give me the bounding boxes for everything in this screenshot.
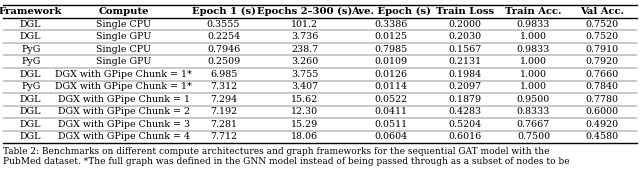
- Text: 0.0604: 0.0604: [374, 132, 407, 141]
- Text: 0.4283: 0.4283: [448, 107, 481, 116]
- Text: 238.7: 238.7: [291, 45, 318, 54]
- Text: 0.0125: 0.0125: [374, 32, 407, 41]
- Text: 0.2030: 0.2030: [448, 32, 481, 41]
- Text: 7.712: 7.712: [210, 132, 237, 141]
- Text: 0.0114: 0.0114: [374, 82, 407, 91]
- Text: Epoch 1 (s): Epoch 1 (s): [191, 7, 255, 16]
- Text: Val Acc.: Val Acc.: [580, 7, 625, 16]
- Text: DGX with GPipe Chunk = 2: DGX with GPipe Chunk = 2: [58, 107, 189, 116]
- Text: 0.1567: 0.1567: [448, 45, 481, 54]
- Text: 0.4580: 0.4580: [586, 132, 619, 141]
- Text: 0.7946: 0.7946: [207, 45, 240, 54]
- Text: Compute: Compute: [99, 7, 149, 16]
- Text: Single CPU: Single CPU: [96, 20, 151, 29]
- Text: 1.000: 1.000: [520, 57, 547, 66]
- Text: DGX with GPipe Chunk = 3: DGX with GPipe Chunk = 3: [58, 120, 190, 129]
- Text: 3.736: 3.736: [291, 32, 318, 41]
- Text: 0.0109: 0.0109: [374, 57, 407, 66]
- Text: 0.6000: 0.6000: [586, 107, 619, 116]
- Text: 0.7910: 0.7910: [586, 45, 619, 54]
- Text: DGL: DGL: [20, 20, 42, 29]
- Text: 0.2131: 0.2131: [448, 57, 481, 66]
- Text: Single GPU: Single GPU: [96, 57, 152, 66]
- Text: Ave. Epoch (s): Ave. Epoch (s): [351, 7, 431, 16]
- Text: Train Loss: Train Loss: [436, 7, 493, 16]
- Text: 3.260: 3.260: [291, 57, 318, 66]
- Text: PyG: PyG: [21, 45, 40, 54]
- Text: 15.29: 15.29: [291, 120, 318, 129]
- Text: 7.281: 7.281: [210, 120, 237, 129]
- Text: 0.6016: 0.6016: [448, 132, 481, 141]
- Text: 0.3555: 0.3555: [207, 20, 241, 29]
- Text: Single CPU: Single CPU: [96, 45, 151, 54]
- Text: 0.0126: 0.0126: [374, 70, 407, 79]
- Text: 0.7840: 0.7840: [586, 82, 619, 91]
- Text: 0.7985: 0.7985: [374, 45, 407, 54]
- Text: Framework: Framework: [0, 7, 63, 16]
- Text: 0.7780: 0.7780: [586, 95, 619, 104]
- Text: DGL: DGL: [20, 32, 42, 41]
- Text: DGX with GPipe Chunk = 4: DGX with GPipe Chunk = 4: [58, 132, 189, 141]
- Text: DGL: DGL: [20, 95, 42, 104]
- Text: 0.7500: 0.7500: [517, 132, 550, 141]
- Text: DGL: DGL: [20, 132, 42, 141]
- Text: 0.1879: 0.1879: [448, 95, 481, 104]
- Text: 3.755: 3.755: [291, 70, 318, 79]
- Text: 0.8333: 0.8333: [517, 107, 550, 116]
- Text: Train Acc.: Train Acc.: [505, 7, 562, 16]
- Text: PyG: PyG: [21, 82, 40, 91]
- Text: 6.985: 6.985: [210, 70, 237, 79]
- Text: 12.30: 12.30: [291, 107, 318, 116]
- Text: 0.7920: 0.7920: [586, 57, 619, 66]
- Text: 15.62: 15.62: [291, 95, 318, 104]
- Text: 0.2097: 0.2097: [448, 82, 481, 91]
- Text: 0.0522: 0.0522: [374, 95, 407, 104]
- Text: Table 2: Benchmarks on different compute architectures and graph frameworks for : Table 2: Benchmarks on different compute…: [3, 147, 570, 166]
- Text: DGL: DGL: [20, 70, 42, 79]
- Text: 1.000: 1.000: [520, 82, 547, 91]
- Text: 0.7667: 0.7667: [517, 120, 550, 129]
- Text: 0.2000: 0.2000: [448, 20, 481, 29]
- Text: 0.7520: 0.7520: [586, 20, 619, 29]
- Text: DGX with GPipe Chunk = 1*: DGX with GPipe Chunk = 1*: [55, 70, 192, 79]
- Text: DGX with GPipe Chunk = 1*: DGX with GPipe Chunk = 1*: [55, 82, 192, 91]
- Text: DGL: DGL: [20, 107, 42, 116]
- Text: 18.06: 18.06: [291, 132, 318, 141]
- Text: PyG: PyG: [21, 57, 40, 66]
- Text: 0.1984: 0.1984: [448, 70, 481, 79]
- Text: 0.7520: 0.7520: [586, 32, 619, 41]
- Text: 0.2254: 0.2254: [207, 32, 240, 41]
- Text: 0.7660: 0.7660: [586, 70, 619, 79]
- Text: 0.0411: 0.0411: [374, 107, 407, 116]
- Text: 7.192: 7.192: [210, 107, 237, 116]
- Text: 1.000: 1.000: [520, 70, 547, 79]
- Text: 0.9500: 0.9500: [517, 95, 550, 104]
- Text: 0.9833: 0.9833: [517, 45, 550, 54]
- Text: 3.407: 3.407: [291, 82, 318, 91]
- Text: 0.2509: 0.2509: [207, 57, 240, 66]
- Text: Single GPU: Single GPU: [96, 32, 152, 41]
- Text: DGX with GPipe Chunk = 1: DGX with GPipe Chunk = 1: [58, 95, 189, 104]
- Text: 0.4920: 0.4920: [586, 120, 619, 129]
- Text: DGL: DGL: [20, 120, 42, 129]
- Text: 7.312: 7.312: [210, 82, 237, 91]
- Text: 0.9833: 0.9833: [517, 20, 550, 29]
- Text: 7.294: 7.294: [210, 95, 237, 104]
- Text: 0.3386: 0.3386: [374, 20, 407, 29]
- Text: Epochs 2–300 (s): Epochs 2–300 (s): [257, 7, 352, 16]
- Text: 1.000: 1.000: [520, 32, 547, 41]
- Text: 0.5204: 0.5204: [448, 120, 481, 129]
- Text: 101.2: 101.2: [291, 20, 318, 29]
- Text: 0.0511: 0.0511: [374, 120, 407, 129]
